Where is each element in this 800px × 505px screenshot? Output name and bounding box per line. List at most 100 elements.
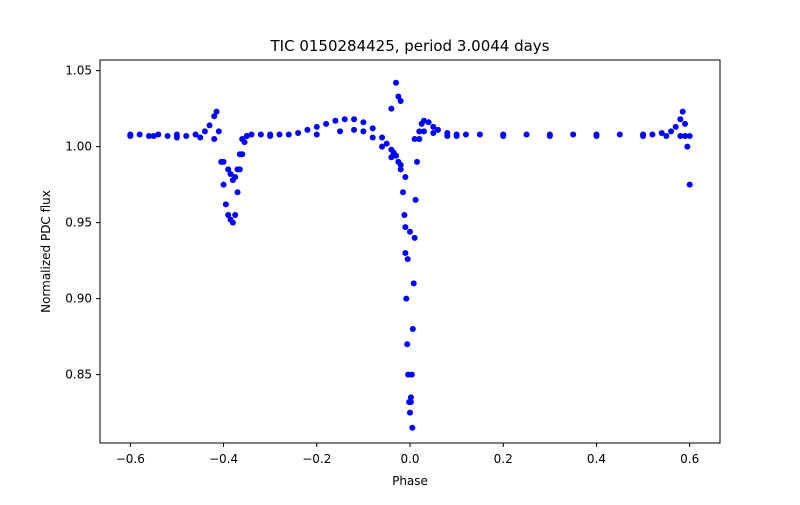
x-axis: −0.6 −0.4 −0.2 0.0 0.2 0.4 0.6 [116, 443, 699, 466]
data-point [136, 131, 143, 138]
data-point [397, 161, 404, 168]
data-point [155, 131, 162, 138]
data-point [236, 151, 243, 158]
data-point [201, 128, 208, 135]
x-tick-label: −0.6 [116, 452, 145, 466]
data-point [425, 119, 432, 126]
data-point [684, 143, 691, 150]
data-point [409, 424, 416, 431]
data-point [388, 105, 395, 112]
data-point [434, 126, 441, 133]
data-point [313, 131, 320, 138]
data-point [616, 131, 623, 138]
data-point [248, 131, 255, 138]
data-point [225, 166, 232, 173]
data-point [413, 158, 420, 165]
data-point [407, 398, 414, 405]
data-point [239, 136, 246, 143]
data-point [408, 371, 415, 378]
data-point [243, 132, 250, 139]
data-point [404, 341, 411, 348]
data-point [379, 134, 386, 141]
data-point [192, 131, 199, 138]
data-point [404, 256, 411, 263]
y-tick-label: 1.05 [65, 64, 92, 78]
x-axis-label: Phase [392, 474, 428, 488]
data-point [369, 125, 376, 132]
data-point [679, 108, 686, 115]
data-point [476, 131, 483, 138]
data-point [173, 134, 180, 141]
data-point [229, 219, 236, 226]
data-point [640, 132, 647, 139]
data-point [500, 132, 507, 139]
data-point [360, 119, 367, 126]
y-axis: 0.85 0.90 0.95 1.00 1.05 [65, 64, 100, 382]
data-point [197, 134, 204, 141]
data-point [234, 189, 241, 196]
data-point [570, 131, 577, 138]
data-point [402, 250, 409, 257]
data-point [150, 132, 157, 139]
data-point [420, 117, 427, 124]
y-tick-label: 0.85 [65, 368, 92, 382]
y-tick-label: 0.90 [65, 292, 92, 306]
data-point [220, 158, 227, 165]
data-point [267, 132, 274, 139]
data-point [360, 128, 367, 135]
data-point [462, 131, 469, 138]
data-point [668, 128, 675, 135]
data-point [546, 132, 553, 139]
data-point [232, 212, 239, 219]
data-point [227, 170, 234, 177]
data-point [593, 132, 600, 139]
data-point [285, 131, 292, 138]
data-point [332, 117, 339, 124]
data-point [257, 131, 264, 138]
data-point [164, 132, 171, 139]
data-point [403, 295, 410, 302]
data-point [672, 123, 679, 130]
data-point [411, 136, 418, 143]
y-tick-label: 1.00 [65, 140, 92, 154]
data-point [410, 280, 417, 287]
data-point [213, 108, 220, 115]
data-point [430, 129, 437, 136]
data-point [420, 128, 427, 135]
data-point [215, 128, 222, 135]
data-point [411, 234, 418, 241]
x-tick-label: 0.4 [587, 452, 606, 466]
data-point [416, 128, 423, 135]
data-point [234, 166, 241, 173]
data-point [388, 154, 395, 161]
data-point [402, 224, 409, 231]
data-point [453, 132, 460, 139]
data-point [220, 181, 227, 188]
data-point [397, 166, 404, 173]
data-point [313, 123, 320, 130]
data-point [211, 136, 218, 143]
data-point [407, 409, 413, 416]
data-point [369, 134, 376, 141]
x-tick-label: 0.0 [400, 452, 419, 466]
data-point [211, 113, 218, 120]
chart-title: TIC 0150284425, period 3.0044 days [269, 37, 549, 55]
data-point [379, 143, 386, 150]
data-point [677, 116, 684, 123]
data-point [222, 201, 229, 208]
y-axis-label: Normalized PDC flux [39, 190, 53, 313]
data-point [295, 129, 302, 136]
data-point [409, 326, 416, 333]
data-point [677, 132, 684, 139]
data-point [397, 98, 404, 105]
data-point [401, 212, 408, 219]
data-point [383, 140, 390, 147]
data-point [658, 129, 665, 136]
data-point [400, 189, 407, 196]
data-point [686, 181, 693, 188]
data-point [407, 228, 413, 235]
data-point [145, 132, 152, 139]
data-point [686, 132, 693, 139]
x-tick-label: −0.4 [209, 452, 238, 466]
